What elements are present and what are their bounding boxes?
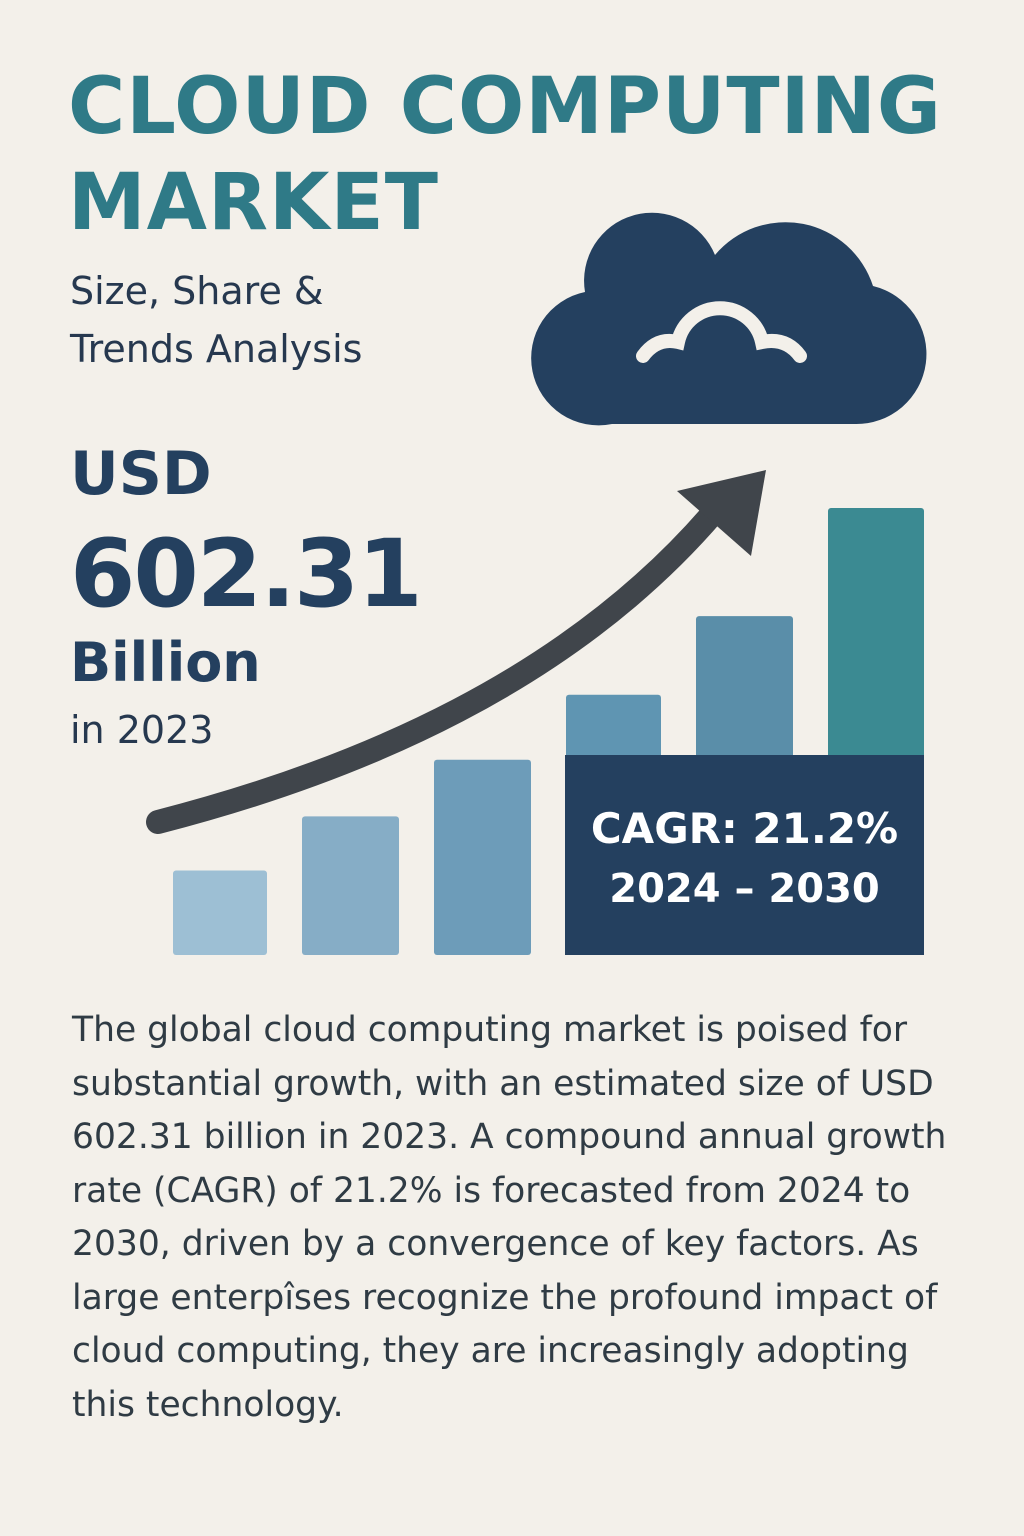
cagr-rate: CAGR: 21.2% [590, 804, 899, 853]
bar-2 [302, 816, 399, 955]
market-size-currency: USD [70, 439, 212, 509]
growth-arrow-icon [146, 470, 766, 834]
subtitle-line-1: Size, Share & [70, 269, 324, 313]
description-text: The global cloud computing market is poi… [72, 1010, 947, 1425]
market-size-year: in 2023 [70, 708, 214, 752]
market-size-unit: Billion [70, 631, 261, 694]
page-title-line-2: MARKET [68, 158, 439, 248]
bar-1 [173, 870, 267, 955]
page-title-line-1: CLOUD COMPUTING [68, 62, 942, 152]
cagr-box: CAGR: 21.2% 2024 – 2030 [565, 755, 924, 955]
subtitle-line-2: Trends Analysis [70, 327, 363, 371]
cagr-period: 2024 – 2030 [609, 866, 880, 912]
bar-3 [434, 759, 531, 955]
market-size-value: 602.31 [70, 520, 423, 629]
cloud-icon [531, 212, 927, 426]
